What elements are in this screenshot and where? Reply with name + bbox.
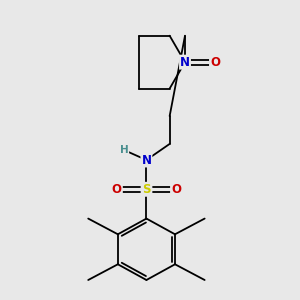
Text: N: N [180, 56, 190, 69]
Text: S: S [142, 183, 151, 196]
Text: O: O [210, 56, 220, 69]
Text: O: O [171, 183, 181, 196]
Text: N: N [141, 154, 152, 166]
Text: H: H [120, 145, 128, 155]
Text: O: O [112, 183, 122, 196]
